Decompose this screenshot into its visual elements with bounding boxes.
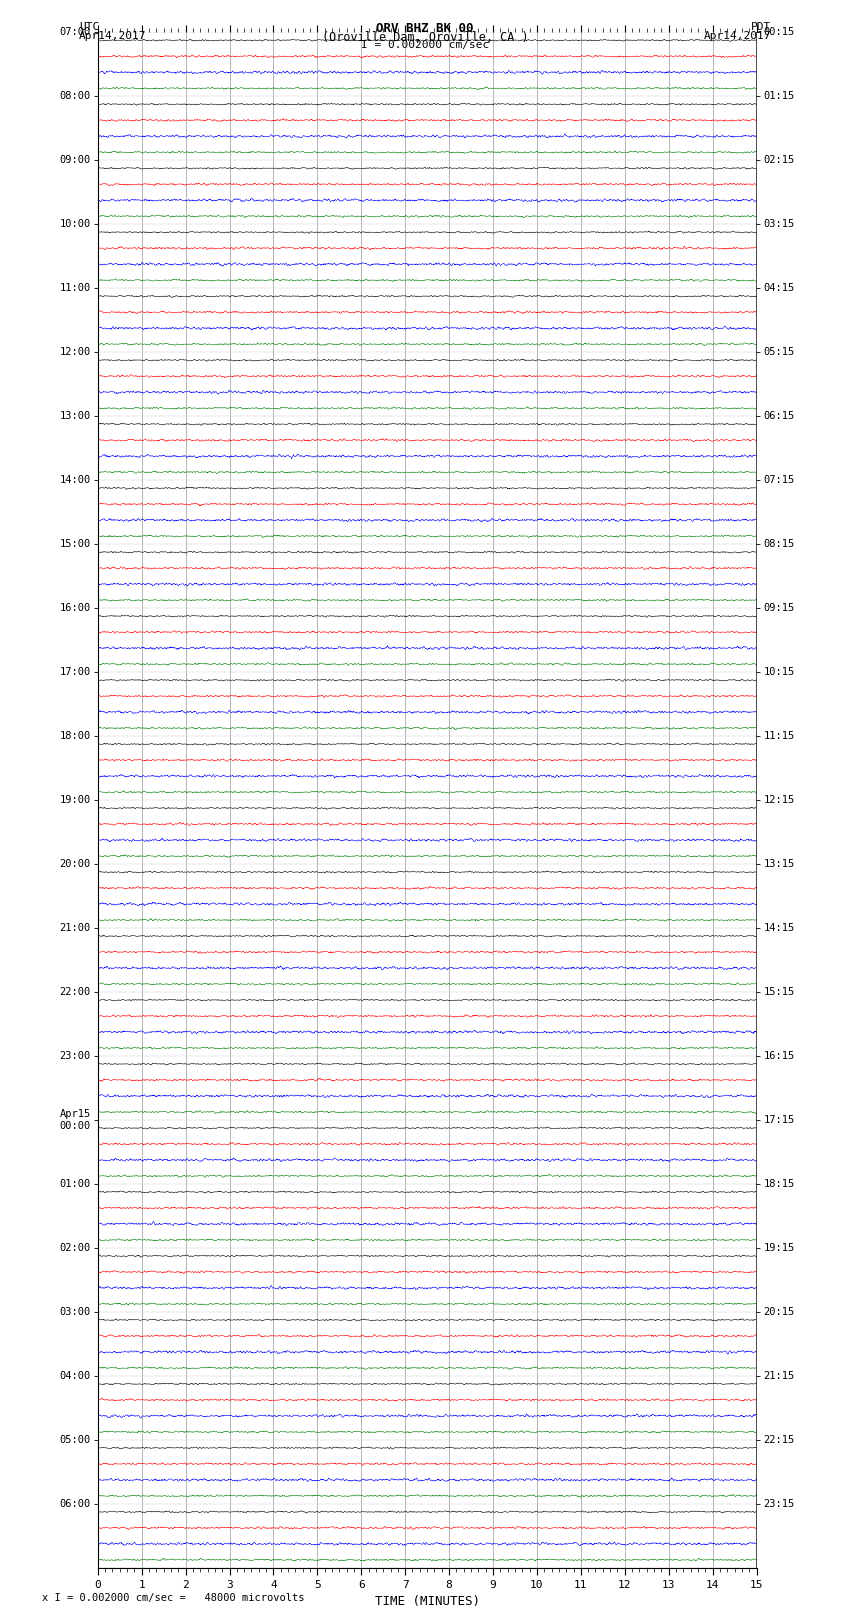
Text: Apr14,2017: Apr14,2017 bbox=[704, 31, 771, 40]
X-axis label: TIME (MINUTES): TIME (MINUTES) bbox=[375, 1595, 479, 1608]
Text: ORV BHZ BK 00: ORV BHZ BK 00 bbox=[377, 23, 473, 35]
Text: (Oroville Dam, Oroville, CA ): (Oroville Dam, Oroville, CA ) bbox=[321, 31, 529, 44]
Text: UTC: UTC bbox=[79, 23, 99, 32]
Text: I = 0.002000 cm/sec: I = 0.002000 cm/sec bbox=[361, 40, 489, 50]
Text: x I = 0.002000 cm/sec =   48000 microvolts: x I = 0.002000 cm/sec = 48000 microvolts bbox=[42, 1594, 305, 1603]
Text: PDT: PDT bbox=[751, 23, 771, 32]
Text: Apr14,2017: Apr14,2017 bbox=[79, 31, 146, 40]
